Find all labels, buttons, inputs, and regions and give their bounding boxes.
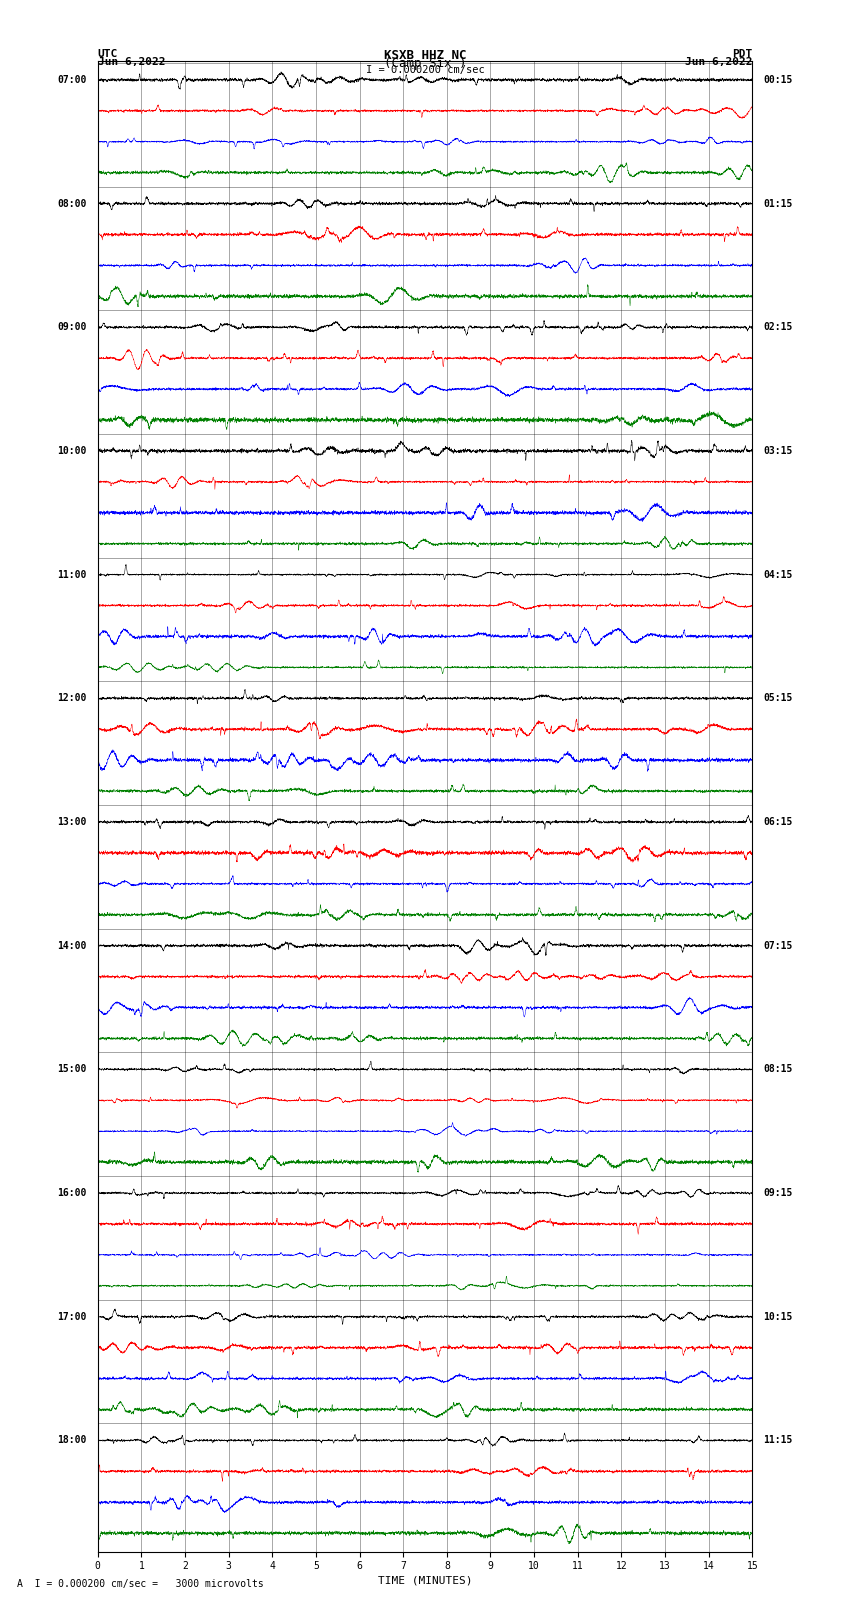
Text: Jun 6,2022: Jun 6,2022 [98, 58, 165, 68]
Text: (Camp Six ): (Camp Six ) [383, 58, 467, 71]
Text: 03:15: 03:15 [763, 445, 792, 456]
Text: 07:15: 07:15 [763, 940, 792, 950]
Text: 10:15: 10:15 [763, 1311, 792, 1321]
Text: 17:00: 17:00 [58, 1311, 87, 1321]
Text: 11:15: 11:15 [763, 1436, 792, 1445]
Text: 09:00: 09:00 [58, 323, 87, 332]
Text: 09:15: 09:15 [763, 1189, 792, 1198]
Text: 16:00: 16:00 [58, 1189, 87, 1198]
Text: 08:00: 08:00 [58, 198, 87, 208]
Text: Jun 6,2022: Jun 6,2022 [685, 58, 752, 68]
Text: 08:15: 08:15 [763, 1065, 792, 1074]
Text: 14:00: 14:00 [58, 940, 87, 950]
Text: 00:15: 00:15 [763, 74, 792, 85]
Text: 15:00: 15:00 [58, 1065, 87, 1074]
Text: 07:00: 07:00 [58, 74, 87, 85]
Text: A  I = 0.000200 cm/sec =   3000 microvolts: A I = 0.000200 cm/sec = 3000 microvolts [17, 1579, 264, 1589]
Text: KSXB HHZ NC: KSXB HHZ NC [383, 50, 467, 63]
Text: 12:00: 12:00 [58, 694, 87, 703]
Text: 11:00: 11:00 [58, 569, 87, 579]
Text: 13:00: 13:00 [58, 816, 87, 827]
Text: 06:15: 06:15 [763, 816, 792, 827]
Text: UTC: UTC [98, 50, 118, 60]
Text: 10:00: 10:00 [58, 445, 87, 456]
Text: 18:00: 18:00 [58, 1436, 87, 1445]
Text: 04:15: 04:15 [763, 569, 792, 579]
Text: PDT: PDT [732, 50, 752, 60]
X-axis label: TIME (MINUTES): TIME (MINUTES) [377, 1576, 473, 1586]
Text: 02:15: 02:15 [763, 323, 792, 332]
Text: I = 0.000200 cm/sec: I = 0.000200 cm/sec [366, 65, 484, 76]
Text: 05:15: 05:15 [763, 694, 792, 703]
Text: 01:15: 01:15 [763, 198, 792, 208]
